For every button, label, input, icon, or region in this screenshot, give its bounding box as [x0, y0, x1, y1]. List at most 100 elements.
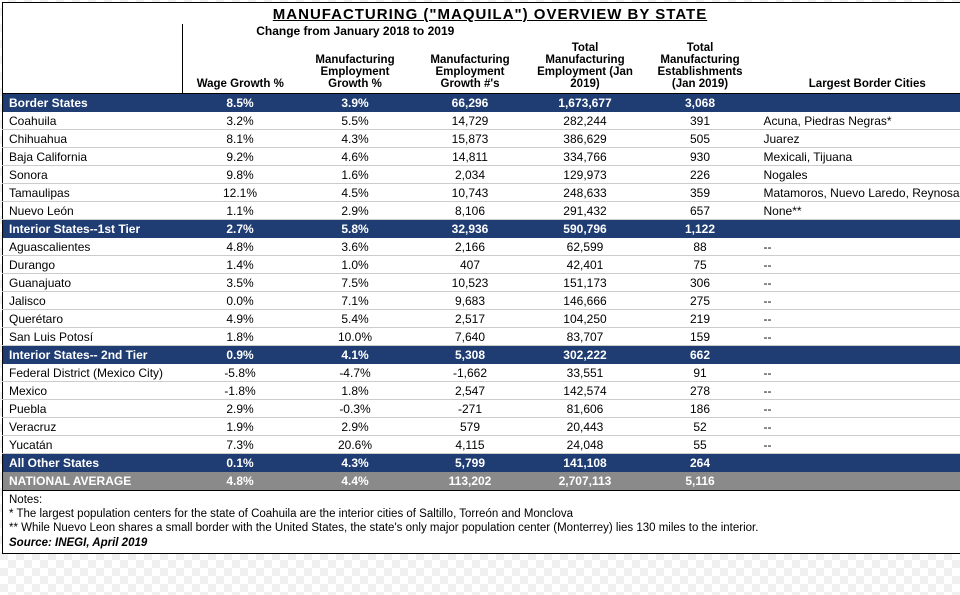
group-value: 264: [643, 454, 758, 473]
note-2: ** While Nuevo Leon shares a small borde…: [3, 521, 960, 535]
row-label: Veracruz: [3, 418, 183, 436]
row-value: 10,743: [413, 184, 528, 202]
table-title-row: MANUFACTURING ("MAQUILA") OVERVIEW BY ST…: [3, 3, 960, 25]
row-label: Guanajuato: [3, 274, 183, 292]
group-row: Interior States--1st Tier2.7%5.8%32,9365…: [3, 220, 960, 239]
national-average-row: NATIONAL AVERAGE 4.8% 4.4% 113,202 2,707…: [3, 472, 960, 491]
row-value: --: [758, 436, 960, 454]
table-row: Sonora9.8%1.6%2,034129,973226Nogales: [3, 166, 960, 184]
row-value: 4.6%: [298, 148, 413, 166]
group-value: 0.9%: [183, 346, 298, 365]
row-value: 1.8%: [183, 328, 298, 346]
row-value: 142,574: [528, 382, 643, 400]
row-value: 2.9%: [298, 418, 413, 436]
group-label: Border States: [3, 94, 183, 113]
row-value: 52: [643, 418, 758, 436]
national-emp-num: 113,202: [413, 472, 528, 491]
group-value: 2.7%: [183, 220, 298, 239]
notes-header-row: Notes:: [3, 491, 960, 508]
row-value: 75: [643, 256, 758, 274]
row-value: 3.6%: [298, 238, 413, 256]
row-value: 1.6%: [298, 166, 413, 184]
row-value: 24,048: [528, 436, 643, 454]
row-value: 83,707: [528, 328, 643, 346]
row-value: 151,173: [528, 274, 643, 292]
maquila-table: MANUFACTURING ("MAQUILA") OVERVIEW BY ST…: [2, 2, 960, 554]
row-value: 1.8%: [298, 382, 413, 400]
table-container: MANUFACTURING ("MAQUILA") OVERVIEW BY ST…: [0, 0, 960, 556]
table-row: Aguascalientes4.8%3.6%2,16662,59988--: [3, 238, 960, 256]
col-cities: Largest Border Cities: [758, 40, 960, 94]
group-value: 8.5%: [183, 94, 298, 113]
row-value: 2.9%: [298, 202, 413, 220]
row-label: San Luis Potosí: [3, 328, 183, 346]
row-value: 9,683: [413, 292, 528, 310]
row-value: 0.0%: [183, 292, 298, 310]
row-label: Jalisco: [3, 292, 183, 310]
row-value: 4.8%: [183, 238, 298, 256]
row-value: 7,640: [413, 328, 528, 346]
row-value: 7.3%: [183, 436, 298, 454]
table-row: Jalisco0.0%7.1%9,683146,666275--: [3, 292, 960, 310]
row-label: Puebla: [3, 400, 183, 418]
group-value: 4.3%: [298, 454, 413, 473]
row-value: 226: [643, 166, 758, 184]
row-value: 20,443: [528, 418, 643, 436]
row-value: 1.1%: [183, 202, 298, 220]
group-value: 5.8%: [298, 220, 413, 239]
table-row: Coahuila3.2%5.5%14,729282,244391Acuna, P…: [3, 112, 960, 130]
row-label: Aguascalientes: [3, 238, 183, 256]
row-value: 278: [643, 382, 758, 400]
source-text: Source: INEGI, April 2019: [3, 535, 960, 554]
col-emp-growth-num: Manufacturing Employment Growth #'s: [413, 40, 528, 94]
row-label: Coahuila: [3, 112, 183, 130]
row-value: Acuna, Piedras Negras*: [758, 112, 960, 130]
row-value: 8.1%: [183, 130, 298, 148]
group-value: [758, 94, 960, 113]
group-value: [758, 220, 960, 239]
group-value: [758, 454, 960, 473]
row-value: --: [758, 418, 960, 436]
section-all-other: All Other States0.1%4.3%5,799141,108264: [3, 454, 960, 473]
row-value: 3.2%: [183, 112, 298, 130]
col-state: [3, 40, 183, 94]
row-label: Yucatán: [3, 436, 183, 454]
row-value: 33,551: [528, 364, 643, 382]
row-value: 20.6%: [298, 436, 413, 454]
row-value: 5.5%: [298, 112, 413, 130]
row-value: 88: [643, 238, 758, 256]
national-label: NATIONAL AVERAGE: [3, 472, 183, 491]
row-value: 930: [643, 148, 758, 166]
national-city: [758, 472, 960, 491]
row-value: 4,115: [413, 436, 528, 454]
national-wage: 4.8%: [183, 472, 298, 491]
row-value: 14,811: [413, 148, 528, 166]
row-value: 2,517: [413, 310, 528, 328]
row-value: -5.8%: [183, 364, 298, 382]
row-value: Mexicali, Tijuana: [758, 148, 960, 166]
notes-header: Notes:: [3, 491, 960, 508]
row-label: Querétaro: [3, 310, 183, 328]
table-row: Veracruz1.9%2.9%57920,44352--: [3, 418, 960, 436]
group-label: Interior States-- 2nd Tier: [3, 346, 183, 365]
row-value: 1.9%: [183, 418, 298, 436]
col-total-est: Total Manufacturing Establishments (Jan …: [643, 40, 758, 94]
table-row: Nuevo León1.1%2.9%8,106291,432657None**: [3, 202, 960, 220]
row-label: Durango: [3, 256, 183, 274]
national-emp-pct: 4.4%: [298, 472, 413, 491]
group-label: All Other States: [3, 454, 183, 473]
row-value: 248,633: [528, 184, 643, 202]
row-label: Federal District (Mexico City): [3, 364, 183, 382]
col-wage: Wage Growth %: [183, 40, 298, 94]
row-value: 81,606: [528, 400, 643, 418]
table-row: Querétaro4.9%5.4%2,517104,250219--: [3, 310, 960, 328]
table-row: Guanajuato3.5%7.5%10,523151,173306--: [3, 274, 960, 292]
row-value: 14,729: [413, 112, 528, 130]
row-value: 10.0%: [298, 328, 413, 346]
group-value: 3.9%: [298, 94, 413, 113]
row-value: --: [758, 256, 960, 274]
row-value: -271: [413, 400, 528, 418]
row-value: 4.5%: [298, 184, 413, 202]
row-value: 7.5%: [298, 274, 413, 292]
row-value: 129,973: [528, 166, 643, 184]
